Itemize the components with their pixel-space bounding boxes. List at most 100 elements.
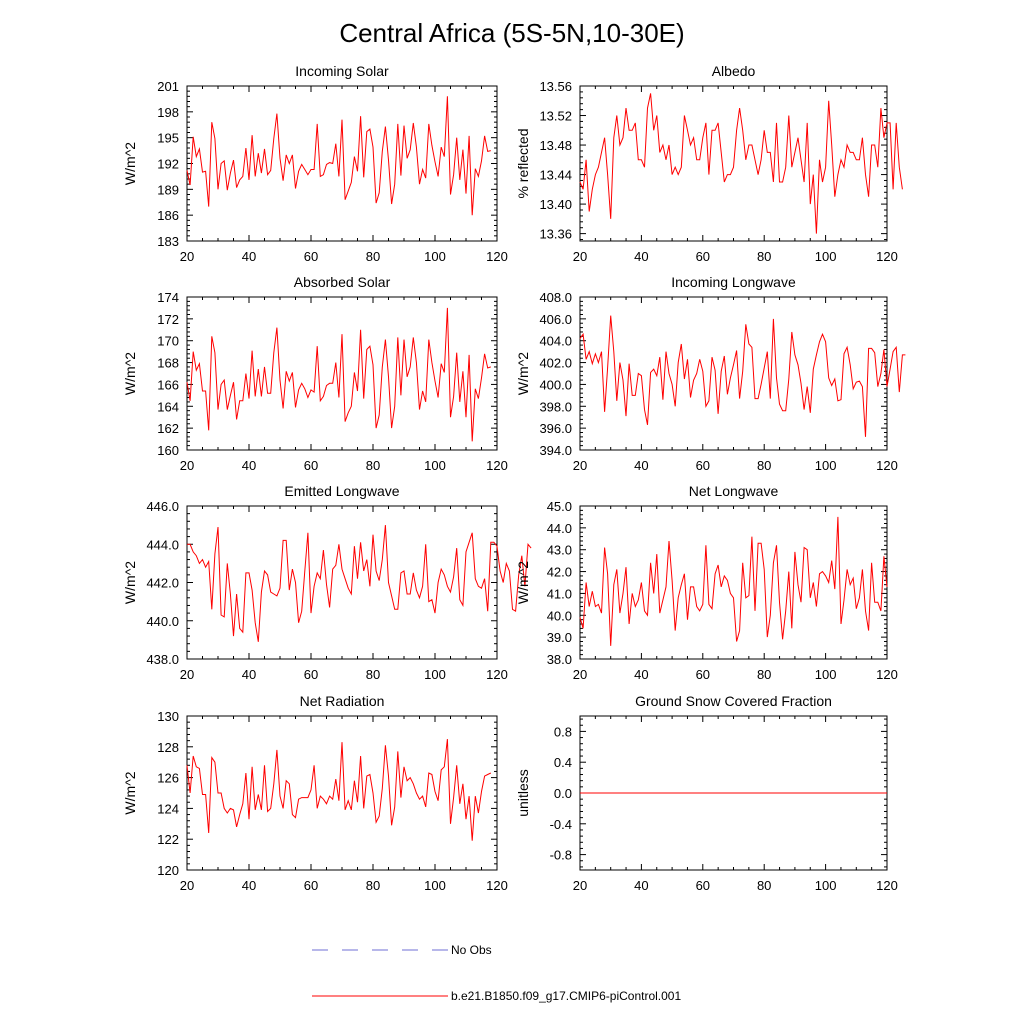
x-tick-label: 120 xyxy=(876,878,898,893)
x-tick-label: 60 xyxy=(304,249,318,264)
x-tick-label: 40 xyxy=(634,249,648,264)
y-tick-label: 201 xyxy=(157,79,179,94)
y-tick-label: 164 xyxy=(157,399,179,414)
x-tick-label: 40 xyxy=(634,667,648,682)
x-tick-label: 40 xyxy=(242,667,256,682)
panel-title: Net Longwave xyxy=(689,483,779,499)
y-tick-label: 192 xyxy=(157,157,179,172)
y-tick-label: 195 xyxy=(157,131,179,146)
x-tick-label: 100 xyxy=(424,458,446,473)
chart-panel-1: 20 40 60 80 100 120 183 186 189 192 195 198 201 Incom… xyxy=(122,63,508,264)
panel-title: Ground Snow Covered Fraction xyxy=(635,693,832,709)
y-tick-label: 189 xyxy=(157,182,179,197)
panel-title: Absorbed Solar xyxy=(294,274,391,290)
y-tick-label: 0.8 xyxy=(554,724,572,739)
y-tick-label: 0.0 xyxy=(554,786,572,801)
x-tick-label: 120 xyxy=(486,667,508,682)
y-tick-label: 186 xyxy=(157,208,179,223)
y-tick-label: 404.0 xyxy=(539,334,572,349)
x-tick-label: 100 xyxy=(424,667,446,682)
series-line xyxy=(579,315,906,437)
legend-model-label: b.e21.B1850.f09_g17.CMIP6-piControl.001 xyxy=(451,989,681,1003)
panel-title: Emitted Longwave xyxy=(284,483,399,499)
series-line xyxy=(186,96,491,216)
x-tick-label: 20 xyxy=(573,878,587,893)
x-tick-label: 120 xyxy=(876,249,898,264)
x-tick-label: 120 xyxy=(486,458,508,473)
y-tick-label: 13.36 xyxy=(539,227,572,242)
y-tick-label: 122 xyxy=(157,832,179,847)
x-tick-label: 100 xyxy=(815,667,837,682)
y-tick-label: 406.0 xyxy=(539,312,572,327)
y-tick-label: 130 xyxy=(157,709,179,724)
x-tick-label: 60 xyxy=(696,667,710,682)
y-tick-label: 398.0 xyxy=(539,399,572,414)
x-tick-label: 80 xyxy=(757,249,771,264)
x-tick-label: 80 xyxy=(366,878,380,893)
y-tick-label: 198 xyxy=(157,105,179,120)
y-tick-label: 13.40 xyxy=(539,197,572,212)
x-tick-label: 80 xyxy=(757,667,771,682)
y-tick-label: 438.0 xyxy=(146,652,179,667)
y-tick-label: 40.0 xyxy=(547,608,572,623)
x-tick-label: 120 xyxy=(876,667,898,682)
y-axis-label: W/m^2 xyxy=(122,352,138,395)
x-tick-label: 80 xyxy=(757,878,771,893)
legend-obs-label: No Obs xyxy=(451,943,492,957)
y-tick-label: 120 xyxy=(157,863,179,878)
y-tick-label: 170 xyxy=(157,334,179,349)
x-tick-label: 20 xyxy=(573,249,587,264)
x-tick-label: 20 xyxy=(180,458,194,473)
y-tick-label: 402.0 xyxy=(539,356,572,371)
x-tick-label: 120 xyxy=(486,249,508,264)
y-tick-label: 13.52 xyxy=(539,109,572,124)
chart-panel-7: 20 40 60 80 100 120 120 122 124 126 128 130 Net Radi… xyxy=(122,693,508,893)
x-tick-label: 20 xyxy=(180,249,194,264)
plot-frame xyxy=(186,715,498,871)
y-tick-label: 408.0 xyxy=(539,290,572,305)
x-tick-label: 80 xyxy=(366,667,380,682)
y-tick-label: 39.0 xyxy=(547,630,572,645)
x-tick-label: 60 xyxy=(696,458,710,473)
x-tick-label: 20 xyxy=(180,667,194,682)
y-axis-label: unitless xyxy=(515,769,531,816)
y-tick-label: 166 xyxy=(157,377,179,392)
y-tick-label: -0.4 xyxy=(550,817,572,832)
y-axis-label: % reflected xyxy=(515,128,531,198)
x-tick-label: 60 xyxy=(304,458,318,473)
y-tick-label: 0.4 xyxy=(554,755,572,770)
y-tick-label: 446.0 xyxy=(146,499,179,514)
x-tick-label: 40 xyxy=(634,878,648,893)
y-axis-label: W/m^2 xyxy=(122,561,138,604)
x-tick-label: 40 xyxy=(242,249,256,264)
x-tick-label: 100 xyxy=(815,458,837,473)
y-tick-label: 42.0 xyxy=(547,565,572,580)
legend: No Obs b.e21.B1850.f09_g17.CMIP6-piContr… xyxy=(312,943,681,1003)
plot-frame xyxy=(186,296,498,451)
panel-title: Incoming Solar xyxy=(295,63,389,79)
y-tick-label: 394.0 xyxy=(539,443,572,458)
x-tick-label: 40 xyxy=(242,878,256,893)
y-tick-label: 162 xyxy=(157,421,179,436)
y-tick-label: 13.44 xyxy=(539,168,572,183)
y-tick-label: 396.0 xyxy=(539,421,572,436)
y-tick-label: 442.0 xyxy=(146,576,179,591)
series-line xyxy=(187,525,532,642)
figure-title: Central Africa (5S-5N,10-30E) xyxy=(339,18,684,48)
y-axis-label: W/m^2 xyxy=(515,561,531,604)
y-tick-label: 160 xyxy=(157,443,179,458)
plot-frame xyxy=(579,296,888,451)
x-tick-label: 20 xyxy=(573,458,587,473)
y-tick-label: 124 xyxy=(157,801,179,816)
x-tick-label: 60 xyxy=(696,249,710,264)
y-tick-label: 38.0 xyxy=(547,652,572,667)
y-tick-label: 400.0 xyxy=(539,377,572,392)
chart-panel-5: 20 40 60 80 100 120 438.0 440.0 442.0 444.0 446.0 E… xyxy=(122,483,532,682)
x-tick-label: 20 xyxy=(180,878,194,893)
series-line xyxy=(186,739,492,841)
y-tick-label: -0.8 xyxy=(550,848,572,863)
y-tick-label: 128 xyxy=(157,740,179,755)
x-tick-label: 60 xyxy=(304,667,318,682)
x-tick-label: 60 xyxy=(304,878,318,893)
